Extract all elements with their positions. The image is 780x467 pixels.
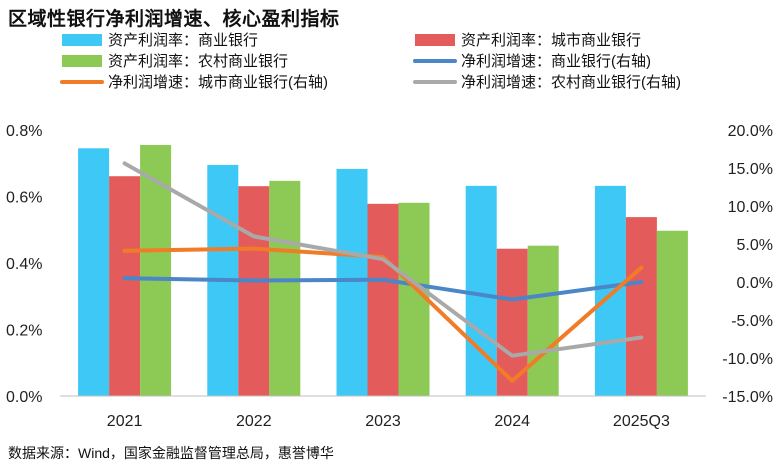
bar-1-2025Q3: [594, 185, 626, 396]
bar-1-2024: [465, 185, 497, 396]
bar-2-2021: [109, 176, 141, 396]
x-axis-tick: 2024: [494, 413, 530, 430]
bar-3-2023: [398, 202, 430, 396]
x-axis-tick: 2023: [365, 413, 401, 430]
bar-1-2021: [78, 148, 110, 396]
bar-1-2023: [336, 168, 368, 396]
line-series-2: [122, 246, 644, 383]
chart-title: 区域性银行净利润增速、核心盈利指标: [8, 9, 340, 30]
x-axis-tick: 2022: [236, 413, 272, 430]
legend-swatch-3: [62, 55, 102, 67]
bar-3-2024: [527, 245, 559, 396]
right-axis-tick: -5.0%: [731, 313, 773, 330]
bar-2-2025Q3: [625, 217, 657, 396]
legend-swatch-2: [415, 34, 455, 46]
left-axis-tick: 0.0%: [6, 389, 42, 406]
bar-2-2023: [367, 203, 399, 396]
source-note: 数据来源：Wind，国家金融监督管理总局，惠誉博华: [8, 445, 334, 461]
right-axis-tick: 10.0%: [728, 199, 773, 216]
x-axis-tick: 2025Q3: [613, 413, 670, 430]
legend-label-2: 资产利润率：城市商业银行: [461, 32, 641, 49]
legend-label-3: 资产利润率：农村商业银行: [108, 53, 288, 70]
x-axis-tick: 2021: [107, 413, 143, 430]
line-series-3: [122, 161, 644, 358]
legend-swatch-1: [62, 34, 102, 46]
right-axis-tick: 15.0%: [728, 161, 773, 178]
bar-2-2022: [238, 186, 270, 396]
right-axis-tick: 0.0%: [737, 275, 773, 292]
legend-label-4: 净利润增速：商业银行(右轴): [461, 53, 651, 70]
right-axis-tick: -10.0%: [722, 351, 773, 368]
bar-3-2025Q3: [656, 230, 688, 396]
right-axis-tick: -15.0%: [722, 389, 773, 406]
left-axis-tick: 0.8%: [6, 123, 42, 140]
legend-label-5: 净利润增速：城市商业银行(右轴): [108, 74, 328, 91]
right-axis-tick: 5.0%: [737, 237, 773, 254]
left-axis-tick: 0.2%: [6, 323, 42, 340]
left-axis-tick: 0.4%: [6, 256, 42, 273]
right-axis-tick: 20.0%: [728, 123, 773, 140]
legend-label-1: 资产利润率：商业银行: [108, 32, 258, 49]
legend-label-6: 净利润增速：农村商业银行(右轴): [461, 74, 681, 91]
left-axis-tick: 0.6%: [6, 190, 42, 207]
bar-3-2022: [269, 180, 301, 396]
line-series-1: [122, 276, 644, 302]
